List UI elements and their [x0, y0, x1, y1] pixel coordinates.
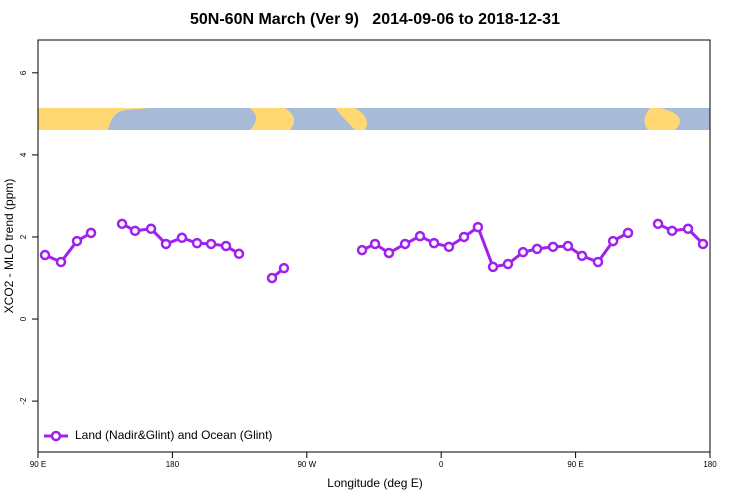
point — [71, 235, 83, 247]
y-axis-label: XCO2 - MLO trend (ppm) — [2, 179, 16, 314]
y-tick-label: -2 — [19, 397, 28, 405]
point — [443, 241, 455, 253]
legend-marker — [50, 430, 62, 442]
point — [160, 238, 172, 250]
point — [428, 237, 440, 249]
point — [220, 240, 232, 252]
point — [205, 238, 217, 250]
point — [369, 238, 381, 250]
chart-title: 50N-60N March (Ver 9) 2014-09-06 to 2018… — [190, 11, 560, 28]
point — [39, 249, 51, 261]
point — [697, 238, 709, 250]
y-tick-label: 2 — [19, 234, 28, 239]
legend-label: Land (Nadir&Glint) and Ocean (Glint) — [75, 428, 272, 442]
point — [666, 225, 678, 237]
point — [233, 248, 245, 260]
point — [55, 256, 67, 268]
y-tick-label: 4 — [19, 152, 28, 157]
point — [356, 244, 368, 256]
point — [145, 223, 157, 235]
series-line — [44, 222, 705, 280]
x-axis-label: Longitude (deg E) — [327, 476, 422, 490]
point — [129, 225, 141, 237]
point — [531, 243, 543, 255]
point — [191, 237, 203, 249]
point — [85, 227, 97, 239]
x-tick-label: 180 — [166, 460, 180, 469]
point — [458, 231, 470, 243]
y-tick-label: 6 — [19, 70, 28, 75]
point — [607, 235, 619, 247]
point — [399, 238, 411, 250]
point — [652, 218, 664, 230]
point — [576, 250, 588, 262]
point — [622, 227, 634, 239]
map-band — [38, 108, 710, 130]
point — [116, 218, 128, 230]
point — [682, 223, 694, 235]
point — [592, 256, 604, 268]
x-tick-label: 180 — [703, 460, 717, 469]
plot-frame — [37, 39, 711, 453]
point — [472, 221, 484, 233]
point — [414, 230, 426, 242]
x-tick-label: 90 E — [567, 460, 583, 469]
point — [176, 232, 188, 244]
point — [383, 247, 395, 259]
point — [266, 272, 278, 284]
point — [487, 261, 499, 273]
point — [278, 262, 290, 274]
x-tick-label: 90 E — [30, 460, 46, 469]
point — [517, 246, 529, 258]
y-tick-label: 0 — [19, 316, 28, 321]
x-tick-label: 90 W — [297, 460, 316, 469]
x-tick-label: 0 — [439, 460, 444, 469]
point — [502, 258, 514, 270]
point — [547, 241, 559, 253]
point — [562, 240, 574, 252]
